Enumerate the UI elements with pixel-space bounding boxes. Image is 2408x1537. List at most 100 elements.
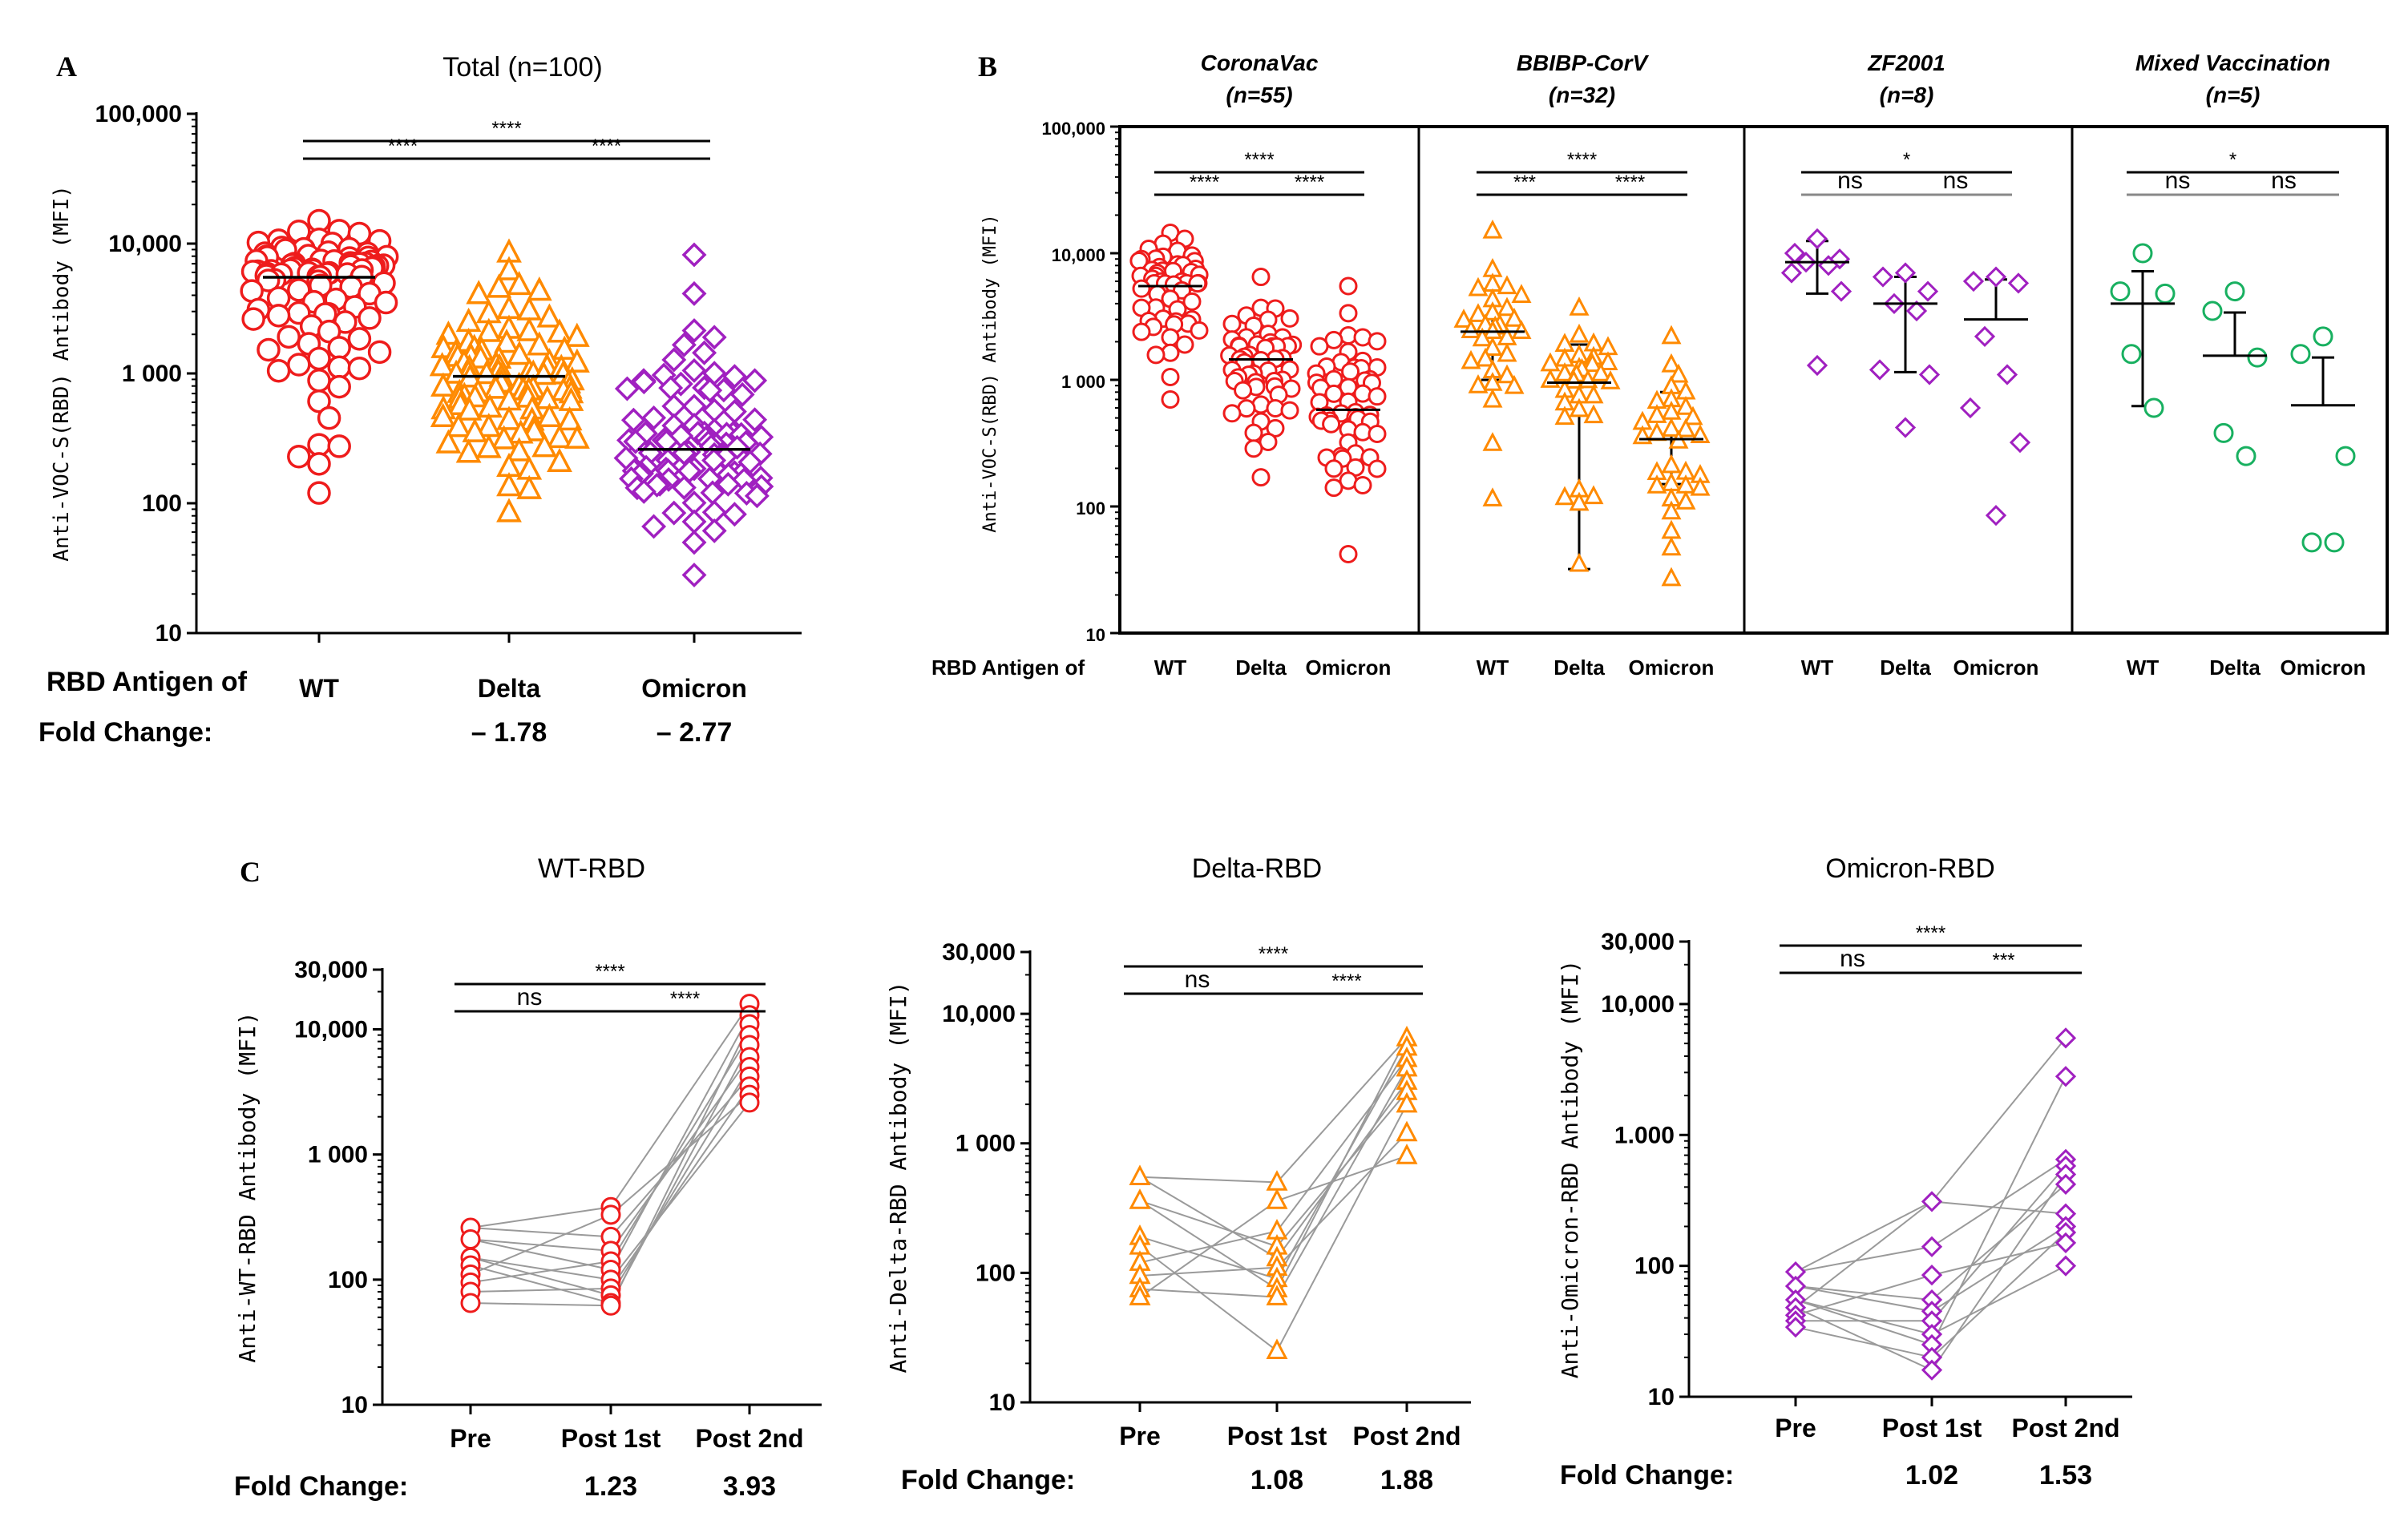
panel-b-point xyxy=(1905,300,1928,322)
panel-a-point-delta xyxy=(455,438,482,463)
panel-c-point xyxy=(2054,1232,2077,1254)
panel-a-point-delta xyxy=(506,437,532,462)
panel-b-point xyxy=(1188,274,1207,293)
panel-b-point xyxy=(1661,536,1682,556)
panel-b-point xyxy=(1497,275,1517,295)
panel-b-group-n: (n=55) xyxy=(1226,83,1292,107)
panel-c-y-axis-tick-label: 30,000 xyxy=(294,957,368,983)
panel-c-fold-value: 3.93 xyxy=(723,1471,776,1502)
panel-a-point-delta xyxy=(496,472,522,497)
panel-a-point-omicron xyxy=(721,364,747,389)
panel-a-point-omicron xyxy=(681,242,707,268)
panel-b-x-label: Omicron xyxy=(2281,656,2366,680)
panel-a-sig-label: **** xyxy=(592,135,621,157)
panel-a-fold-value: – 2.77 xyxy=(657,717,733,748)
panel-b-point xyxy=(1675,395,1696,415)
panel-c-point xyxy=(1784,1317,1807,1338)
panel-b-point xyxy=(1341,362,1360,381)
panel-c-point xyxy=(460,1293,481,1313)
panel-a-point-omicron xyxy=(623,429,648,454)
panel-b-point xyxy=(1806,354,1828,377)
panel-c-x-label: Post 2nd xyxy=(2011,1414,2119,1442)
panel-b-point xyxy=(1962,270,1985,292)
panel-c-point xyxy=(2054,1066,2077,1087)
panel-a-fold-value: – 1.78 xyxy=(471,717,547,748)
panel-b-sig-label: * xyxy=(1903,149,1910,171)
panel-a-point-wt xyxy=(307,452,331,476)
panel-b-point xyxy=(1475,347,1496,367)
panel-b-point xyxy=(1583,485,1604,505)
panel-c-subject-line xyxy=(470,1257,612,1281)
panel-c-point xyxy=(1921,1265,1943,1286)
panel-c-sig-label: **** xyxy=(1916,922,1945,944)
panel-a-y-axis-tick-label: 1 000 xyxy=(122,361,182,387)
panel-b-sig-label: * xyxy=(2229,149,2236,171)
panel-a-point-wt xyxy=(307,369,331,393)
panel-c-y-axis-tick-label: 30,000 xyxy=(1601,929,1675,955)
panel-b-y-axis-tick-label: 10 xyxy=(1086,625,1105,645)
panel-b-point xyxy=(1244,423,1263,442)
panel-a-point-delta xyxy=(526,276,552,301)
panel-a-point-delta xyxy=(496,405,522,430)
panel-a-point-omicron xyxy=(671,332,697,357)
panel-b-point xyxy=(1646,404,1667,423)
panel-b-point xyxy=(1918,364,1941,385)
panel-b-point xyxy=(1132,322,1151,341)
panel-c-sig-label: ns xyxy=(1185,966,1210,993)
panel-b-point xyxy=(1280,401,1299,420)
panel-c-x-label: Post 1st xyxy=(561,1424,661,1453)
panel-a-point-wt xyxy=(317,405,341,430)
panel-c-point xyxy=(1921,1191,1943,1212)
panel-b-group-n: (n=8) xyxy=(1880,83,1934,107)
panel-label-b: B xyxy=(978,50,997,83)
panel-a-point-delta xyxy=(462,418,488,442)
panel-b-point xyxy=(1661,325,1682,345)
panel-c-y-axis-tick-label: 100 xyxy=(976,1260,1016,1286)
panel-b-point xyxy=(1161,389,1180,409)
panel-c-subject-line xyxy=(1795,1306,1933,1371)
panel-a-point-delta xyxy=(496,256,522,280)
panel-b-point xyxy=(1780,262,1803,284)
panel-label-c: C xyxy=(240,856,261,888)
panel-b-x-label: WT xyxy=(1801,656,1834,680)
panel-b-point xyxy=(2110,281,2131,302)
panel-a-point-delta xyxy=(494,329,519,353)
panel-b-point xyxy=(1540,352,1561,372)
panel-c-point xyxy=(1129,1285,1151,1305)
panel-c-fold-value: 1.53 xyxy=(2039,1460,2092,1491)
panel-b-point xyxy=(1461,319,1481,338)
panel-a-point-delta xyxy=(456,396,483,421)
panel-a-point-delta xyxy=(564,424,590,449)
panel-b-point xyxy=(1175,335,1194,354)
panel-b-y-axis-tick-label: 1 000 xyxy=(1061,372,1105,392)
panel-b-point xyxy=(1468,374,1489,393)
panel-b-point xyxy=(1830,280,1852,302)
panel-b-point xyxy=(1661,418,1682,437)
panel-b-point xyxy=(1504,307,1525,327)
panel-b-point xyxy=(1683,405,1703,426)
panel-a-point-delta xyxy=(430,402,456,428)
panel-a-point-delta xyxy=(531,433,558,458)
panel-a-point-wt xyxy=(266,358,291,383)
panel-c-y-label: Anti-Omicron-RBD Antibody (MFI) xyxy=(1557,960,1583,1379)
panel-c-subject-line xyxy=(1795,1326,1933,1358)
panel-a-fold-label: Fold Change: xyxy=(38,717,212,748)
panel-a-point-omicron xyxy=(631,369,657,395)
panel-a-point-wt xyxy=(327,355,351,380)
panel-b-point xyxy=(1453,309,1474,328)
panel-a-point-omicron xyxy=(729,381,755,407)
panel-c-sig-label: **** xyxy=(1259,943,1288,965)
panel-a-point-delta xyxy=(483,374,509,399)
panel-b-point xyxy=(1540,369,1561,388)
panel-a-point-wt xyxy=(277,325,301,349)
panel-b-point xyxy=(2224,281,2245,302)
panel-c-subject-line xyxy=(470,1265,612,1305)
panel-a-point-delta xyxy=(466,280,492,305)
panel-a-y-axis-tick-label: 100,000 xyxy=(95,101,182,127)
panel-b-point xyxy=(1661,567,1682,587)
panel-a-point-delta xyxy=(516,474,543,499)
panel-b-point xyxy=(1554,486,1575,506)
panel-c-subject-line xyxy=(1931,1037,2067,1203)
panel-a-title: Total (n=100) xyxy=(442,52,602,83)
